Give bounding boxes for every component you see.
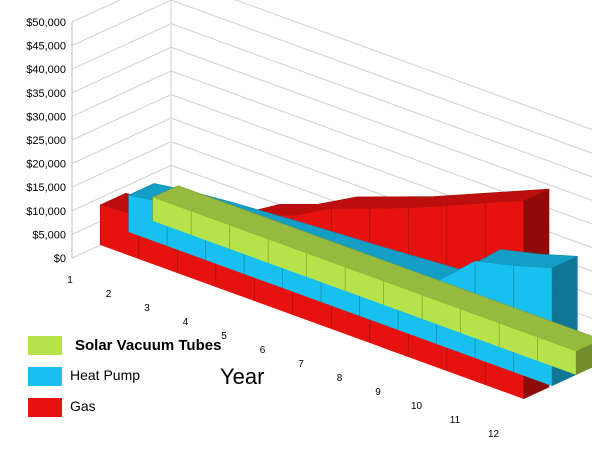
x-tick-label: 11 bbox=[450, 415, 461, 426]
x-tick-label: 7 bbox=[298, 359, 304, 370]
legend-swatch-solar bbox=[28, 336, 62, 355]
legend: Solar Vacuum Tubes Heat Pump Gas bbox=[28, 334, 268, 427]
x-tick-label: 2 bbox=[106, 289, 112, 300]
legend-label-heat-pump: Heat Pump bbox=[70, 367, 141, 383]
legend-swatch-gas bbox=[28, 398, 62, 417]
x-tick-label: 5 bbox=[221, 331, 227, 342]
x-tick-label: 12 bbox=[488, 429, 500, 440]
y-tick-label: $5,000 bbox=[32, 229, 66, 241]
y-tick-label: $0 bbox=[54, 253, 66, 265]
y-tick-label: $50,000 bbox=[26, 17, 66, 29]
gridline bbox=[71, 0, 592, 154]
y-tick-label: $25,000 bbox=[26, 135, 66, 147]
area-side-0 bbox=[576, 344, 592, 375]
x-tick-label: 6 bbox=[260, 345, 266, 356]
x-tick-label: 8 bbox=[337, 373, 343, 384]
y-tick-label: $35,000 bbox=[26, 88, 66, 100]
x-tick-label: 1 bbox=[67, 275, 73, 286]
y-tick-label: $40,000 bbox=[26, 64, 66, 76]
x-tick-label: 10 bbox=[411, 401, 423, 412]
y-tick-label: $45,000 bbox=[26, 41, 66, 53]
legend-label-solar: Solar Vacuum Tubes bbox=[75, 337, 222, 354]
legend-label-gas: Gas bbox=[70, 398, 96, 414]
legend-item-heat-pump: Heat Pump bbox=[28, 365, 268, 396]
y-tick-label: $20,000 bbox=[26, 159, 66, 171]
x-axis-title: Year bbox=[220, 364, 265, 389]
y-axis: $0 $5,000 $10,000 $15,000 $20,000 $25,000 $30,… bbox=[26, 17, 66, 265]
y-tick-label: $30,000 bbox=[26, 111, 66, 123]
x-tick-label: 4 bbox=[183, 317, 189, 328]
series-solar-vacuum-tubes bbox=[151, 185, 592, 375]
x-tick-label: 3 bbox=[144, 303, 150, 314]
legend-item-solar: Solar Vacuum Tubes bbox=[28, 334, 268, 365]
y-tick-label: $15,000 bbox=[26, 182, 66, 194]
area-face-0 bbox=[152, 197, 577, 375]
y-tick-label: $10,000 bbox=[26, 206, 66, 218]
legend-item-gas: Gas bbox=[28, 396, 268, 427]
gridline bbox=[71, 0, 592, 131]
x-tick-label: 9 bbox=[375, 387, 381, 398]
legend-swatch-heat-pump bbox=[28, 367, 62, 386]
